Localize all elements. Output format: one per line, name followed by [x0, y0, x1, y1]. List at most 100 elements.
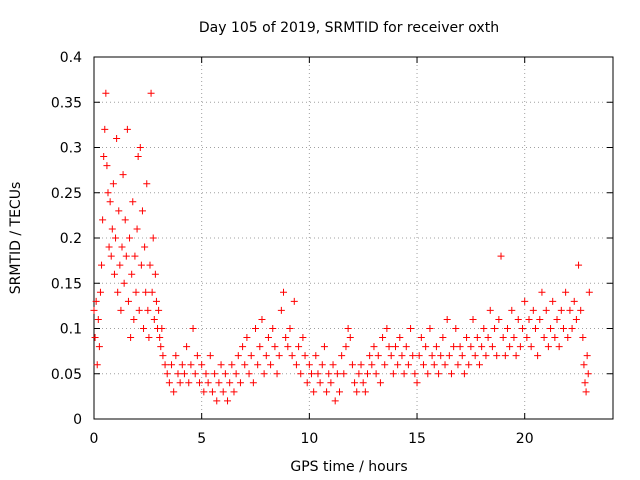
data-point [355, 370, 363, 378]
data-point [150, 315, 158, 323]
data-point [419, 361, 427, 369]
data-point [519, 325, 527, 332]
data-point [245, 370, 253, 378]
data-point [114, 288, 122, 296]
data-point [542, 306, 550, 314]
data-point [402, 343, 410, 351]
data-point [275, 352, 283, 360]
x-tick-label: 20 [516, 431, 534, 447]
data-point [323, 388, 331, 396]
data-point [424, 370, 432, 378]
data-point [566, 306, 574, 314]
data-point [370, 343, 378, 351]
data-point [100, 153, 108, 161]
data-point [555, 343, 563, 351]
data-point [372, 370, 380, 378]
data-point [480, 325, 488, 332]
data-point [582, 388, 590, 396]
data-point [131, 252, 139, 260]
data-point [228, 361, 236, 369]
data-point [538, 288, 546, 296]
data-point [314, 370, 322, 378]
data-point [105, 243, 113, 251]
data-point [269, 325, 277, 332]
data-point [284, 343, 292, 351]
data-point [112, 234, 120, 242]
data-point [280, 288, 288, 296]
data-point [422, 343, 430, 351]
data-point [106, 198, 114, 206]
data-point [318, 361, 326, 369]
data-point [409, 352, 417, 360]
data-point [301, 352, 309, 360]
data-point [497, 252, 505, 260]
data-point [90, 306, 98, 314]
data-point [110, 270, 118, 278]
data-point [262, 352, 270, 360]
data-point [232, 370, 240, 378]
data-point [172, 352, 180, 360]
data-point [128, 270, 136, 278]
data-point [126, 234, 134, 242]
data-point [508, 306, 516, 314]
data-point [138, 207, 146, 215]
y-tick-label: 0.2 [60, 231, 82, 247]
y-tick-label: 0.25 [51, 186, 82, 202]
data-point [252, 325, 260, 332]
data-point [236, 379, 244, 387]
data-point [531, 325, 539, 332]
data-point [93, 361, 101, 369]
data-point [344, 325, 352, 332]
data-point [503, 325, 511, 332]
data-point [447, 370, 455, 378]
data-point [491, 325, 499, 332]
data-point [124, 297, 132, 305]
data-point [465, 361, 473, 369]
data-point [127, 334, 135, 342]
data-point [219, 388, 227, 396]
data-point [156, 334, 164, 342]
data-point [445, 352, 453, 360]
data-point [475, 361, 483, 369]
y-axis-label: SRMTID / TECUs [8, 182, 24, 295]
data-point [113, 134, 121, 142]
y-tick-label: 0.05 [51, 367, 82, 383]
data-point [387, 352, 395, 360]
data-point [366, 352, 374, 360]
data-point [312, 352, 320, 360]
data-point [514, 315, 522, 323]
data-point [264, 334, 272, 342]
data-point [346, 334, 354, 342]
data-point [437, 352, 445, 360]
data-point [540, 334, 548, 342]
data-point [135, 306, 143, 314]
data-point [458, 352, 466, 360]
data-point [469, 315, 477, 323]
y-tick-label: 0.15 [51, 276, 82, 292]
data-point [243, 334, 251, 342]
data-point [452, 325, 460, 332]
data-point [361, 388, 369, 396]
data-point [353, 388, 361, 396]
chart-title: Day 105 of 2019, SRMTID for receiver oxt… [199, 20, 499, 36]
data-point [159, 352, 167, 360]
data-point [493, 352, 501, 360]
data-point [374, 352, 382, 360]
data-point [482, 352, 490, 360]
data-point [215, 379, 223, 387]
data-point [454, 361, 462, 369]
data-point [495, 315, 503, 323]
x-tick-label: 15 [408, 431, 426, 447]
data-point [338, 352, 346, 360]
data-point [196, 379, 204, 387]
y-tick-label: 0.1 [60, 322, 82, 338]
data-point [247, 352, 255, 360]
data-point [333, 370, 341, 378]
x-axis-label: GPS time / hours [290, 459, 407, 475]
data-point [368, 361, 376, 369]
data-point [176, 379, 184, 387]
data-point [357, 361, 365, 369]
data-point [417, 334, 425, 342]
data-point [178, 361, 186, 369]
data-point [506, 343, 514, 351]
